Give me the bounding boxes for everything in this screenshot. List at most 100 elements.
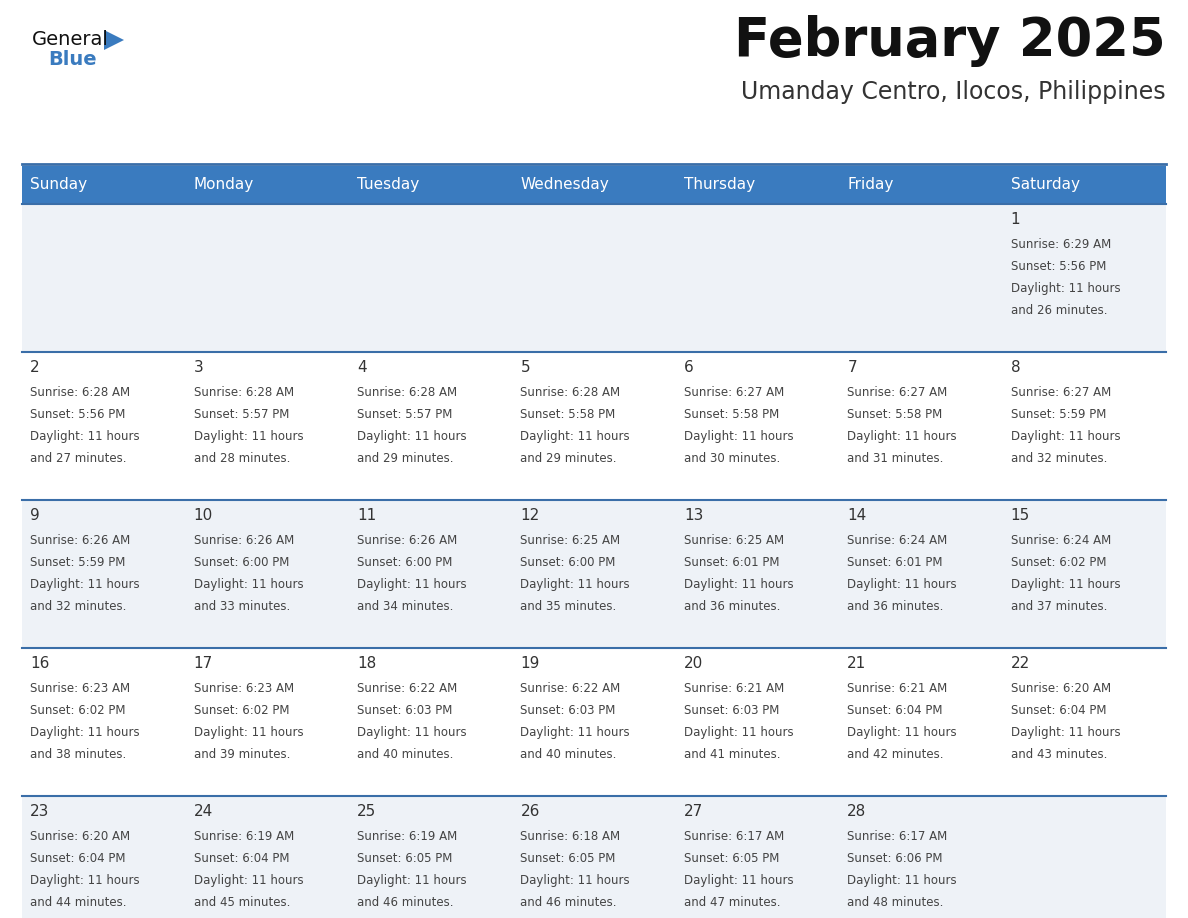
Text: Sunset: 5:58 PM: Sunset: 5:58 PM	[520, 408, 615, 421]
Text: Sunset: 5:56 PM: Sunset: 5:56 PM	[30, 408, 126, 421]
Text: 20: 20	[684, 656, 703, 671]
Text: Daylight: 11 hours: Daylight: 11 hours	[684, 430, 794, 443]
Text: and 33 minutes.: and 33 minutes.	[194, 600, 290, 613]
Text: Saturday: Saturday	[1011, 177, 1080, 193]
Text: and 40 minutes.: and 40 minutes.	[358, 748, 454, 761]
Text: Sunset: 6:03 PM: Sunset: 6:03 PM	[520, 704, 615, 717]
Bar	[349, 648, 512, 796]
Bar	[349, 204, 512, 352]
Bar	[1003, 204, 1165, 352]
Text: Sunset: 6:02 PM: Sunset: 6:02 PM	[194, 704, 289, 717]
Text: Daylight: 11 hours: Daylight: 11 hours	[847, 430, 958, 443]
Text: Sunrise: 6:18 AM: Sunrise: 6:18 AM	[520, 830, 620, 843]
Text: Sunrise: 6:28 AM: Sunrise: 6:28 AM	[194, 386, 293, 399]
Text: 28: 28	[847, 804, 866, 819]
Text: Sunset: 6:04 PM: Sunset: 6:04 PM	[30, 852, 126, 865]
Bar	[23, 500, 185, 648]
Text: Sunset: 6:00 PM: Sunset: 6:00 PM	[520, 556, 615, 569]
Text: Sunrise: 6:20 AM: Sunrise: 6:20 AM	[1011, 682, 1111, 695]
Bar	[676, 204, 839, 352]
Text: and 46 minutes.: and 46 minutes.	[520, 896, 617, 909]
Text: and 35 minutes.: and 35 minutes.	[520, 600, 617, 613]
Text: and 46 minutes.: and 46 minutes.	[358, 896, 454, 909]
Text: Sunrise: 6:28 AM: Sunrise: 6:28 AM	[358, 386, 457, 399]
Text: Thursday: Thursday	[684, 177, 756, 193]
Text: and 39 minutes.: and 39 minutes.	[194, 748, 290, 761]
Text: Daylight: 11 hours: Daylight: 11 hours	[194, 874, 303, 887]
Text: Sunday: Sunday	[30, 177, 87, 193]
Text: Sunset: 6:04 PM: Sunset: 6:04 PM	[1011, 704, 1106, 717]
Text: Sunset: 6:02 PM: Sunset: 6:02 PM	[1011, 556, 1106, 569]
Text: Sunset: 5:59 PM: Sunset: 5:59 PM	[1011, 408, 1106, 421]
Text: and 44 minutes.: and 44 minutes.	[30, 896, 127, 909]
Bar	[185, 204, 349, 352]
Text: 19: 19	[520, 656, 539, 671]
Text: and 48 minutes.: and 48 minutes.	[847, 896, 943, 909]
Text: Daylight: 11 hours: Daylight: 11 hours	[30, 874, 140, 887]
Text: 8: 8	[1011, 360, 1020, 375]
Text: Sunset: 5:58 PM: Sunset: 5:58 PM	[684, 408, 779, 421]
Bar	[839, 796, 1003, 918]
Text: Daylight: 11 hours: Daylight: 11 hours	[847, 578, 958, 591]
Text: Daylight: 11 hours: Daylight: 11 hours	[520, 578, 630, 591]
Bar	[185, 166, 349, 204]
Bar	[676, 648, 839, 796]
Text: and 42 minutes.: and 42 minutes.	[847, 748, 943, 761]
Bar	[839, 648, 1003, 796]
Text: Daylight: 11 hours: Daylight: 11 hours	[30, 578, 140, 591]
Bar	[23, 204, 185, 352]
Bar	[1003, 352, 1165, 500]
Text: and 47 minutes.: and 47 minutes.	[684, 896, 781, 909]
Bar	[676, 500, 839, 648]
Text: 26: 26	[520, 804, 539, 819]
Text: and 29 minutes.: and 29 minutes.	[520, 452, 617, 465]
Text: Sunrise: 6:27 AM: Sunrise: 6:27 AM	[847, 386, 948, 399]
Text: Daylight: 11 hours: Daylight: 11 hours	[1011, 578, 1120, 591]
Bar	[839, 500, 1003, 648]
Text: Daylight: 11 hours: Daylight: 11 hours	[847, 726, 958, 739]
Text: and 28 minutes.: and 28 minutes.	[194, 452, 290, 465]
Text: 9: 9	[30, 508, 40, 523]
Bar	[349, 796, 512, 918]
Bar	[512, 352, 676, 500]
Bar	[1003, 648, 1165, 796]
Text: Daylight: 11 hours: Daylight: 11 hours	[194, 430, 303, 443]
Text: 2: 2	[30, 360, 39, 375]
Text: Blue: Blue	[48, 50, 96, 69]
Text: Sunset: 6:04 PM: Sunset: 6:04 PM	[847, 704, 943, 717]
Text: and 30 minutes.: and 30 minutes.	[684, 452, 781, 465]
Text: Sunset: 5:58 PM: Sunset: 5:58 PM	[847, 408, 942, 421]
Bar	[512, 204, 676, 352]
Text: Sunrise: 6:17 AM: Sunrise: 6:17 AM	[847, 830, 948, 843]
Text: Daylight: 11 hours: Daylight: 11 hours	[684, 726, 794, 739]
Bar	[349, 352, 512, 500]
Text: Sunrise: 6:24 AM: Sunrise: 6:24 AM	[1011, 534, 1111, 547]
Text: 12: 12	[520, 508, 539, 523]
Text: and 32 minutes.: and 32 minutes.	[1011, 452, 1107, 465]
Text: Sunrise: 6:25 AM: Sunrise: 6:25 AM	[520, 534, 620, 547]
Text: Sunrise: 6:25 AM: Sunrise: 6:25 AM	[684, 534, 784, 547]
Text: Daylight: 11 hours: Daylight: 11 hours	[847, 874, 958, 887]
Text: 6: 6	[684, 360, 694, 375]
Text: Sunrise: 6:28 AM: Sunrise: 6:28 AM	[30, 386, 131, 399]
Text: Sunset: 6:04 PM: Sunset: 6:04 PM	[194, 852, 289, 865]
Text: Sunset: 5:57 PM: Sunset: 5:57 PM	[358, 408, 453, 421]
Text: Daylight: 11 hours: Daylight: 11 hours	[520, 874, 630, 887]
Text: Daylight: 11 hours: Daylight: 11 hours	[358, 874, 467, 887]
Bar	[23, 796, 185, 918]
Text: Daylight: 11 hours: Daylight: 11 hours	[358, 726, 467, 739]
Text: Sunrise: 6:26 AM: Sunrise: 6:26 AM	[358, 534, 457, 547]
Text: Monday: Monday	[194, 177, 254, 193]
Text: Sunrise: 6:23 AM: Sunrise: 6:23 AM	[30, 682, 131, 695]
Bar	[185, 796, 349, 918]
Text: Sunset: 6:05 PM: Sunset: 6:05 PM	[520, 852, 615, 865]
Text: and 45 minutes.: and 45 minutes.	[194, 896, 290, 909]
Text: Sunrise: 6:22 AM: Sunrise: 6:22 AM	[358, 682, 457, 695]
Text: Daylight: 11 hours: Daylight: 11 hours	[30, 726, 140, 739]
Text: Sunset: 6:01 PM: Sunset: 6:01 PM	[847, 556, 943, 569]
Text: 10: 10	[194, 508, 213, 523]
Bar	[512, 166, 676, 204]
Text: Daylight: 11 hours: Daylight: 11 hours	[1011, 282, 1120, 295]
Bar	[185, 352, 349, 500]
Text: 14: 14	[847, 508, 866, 523]
